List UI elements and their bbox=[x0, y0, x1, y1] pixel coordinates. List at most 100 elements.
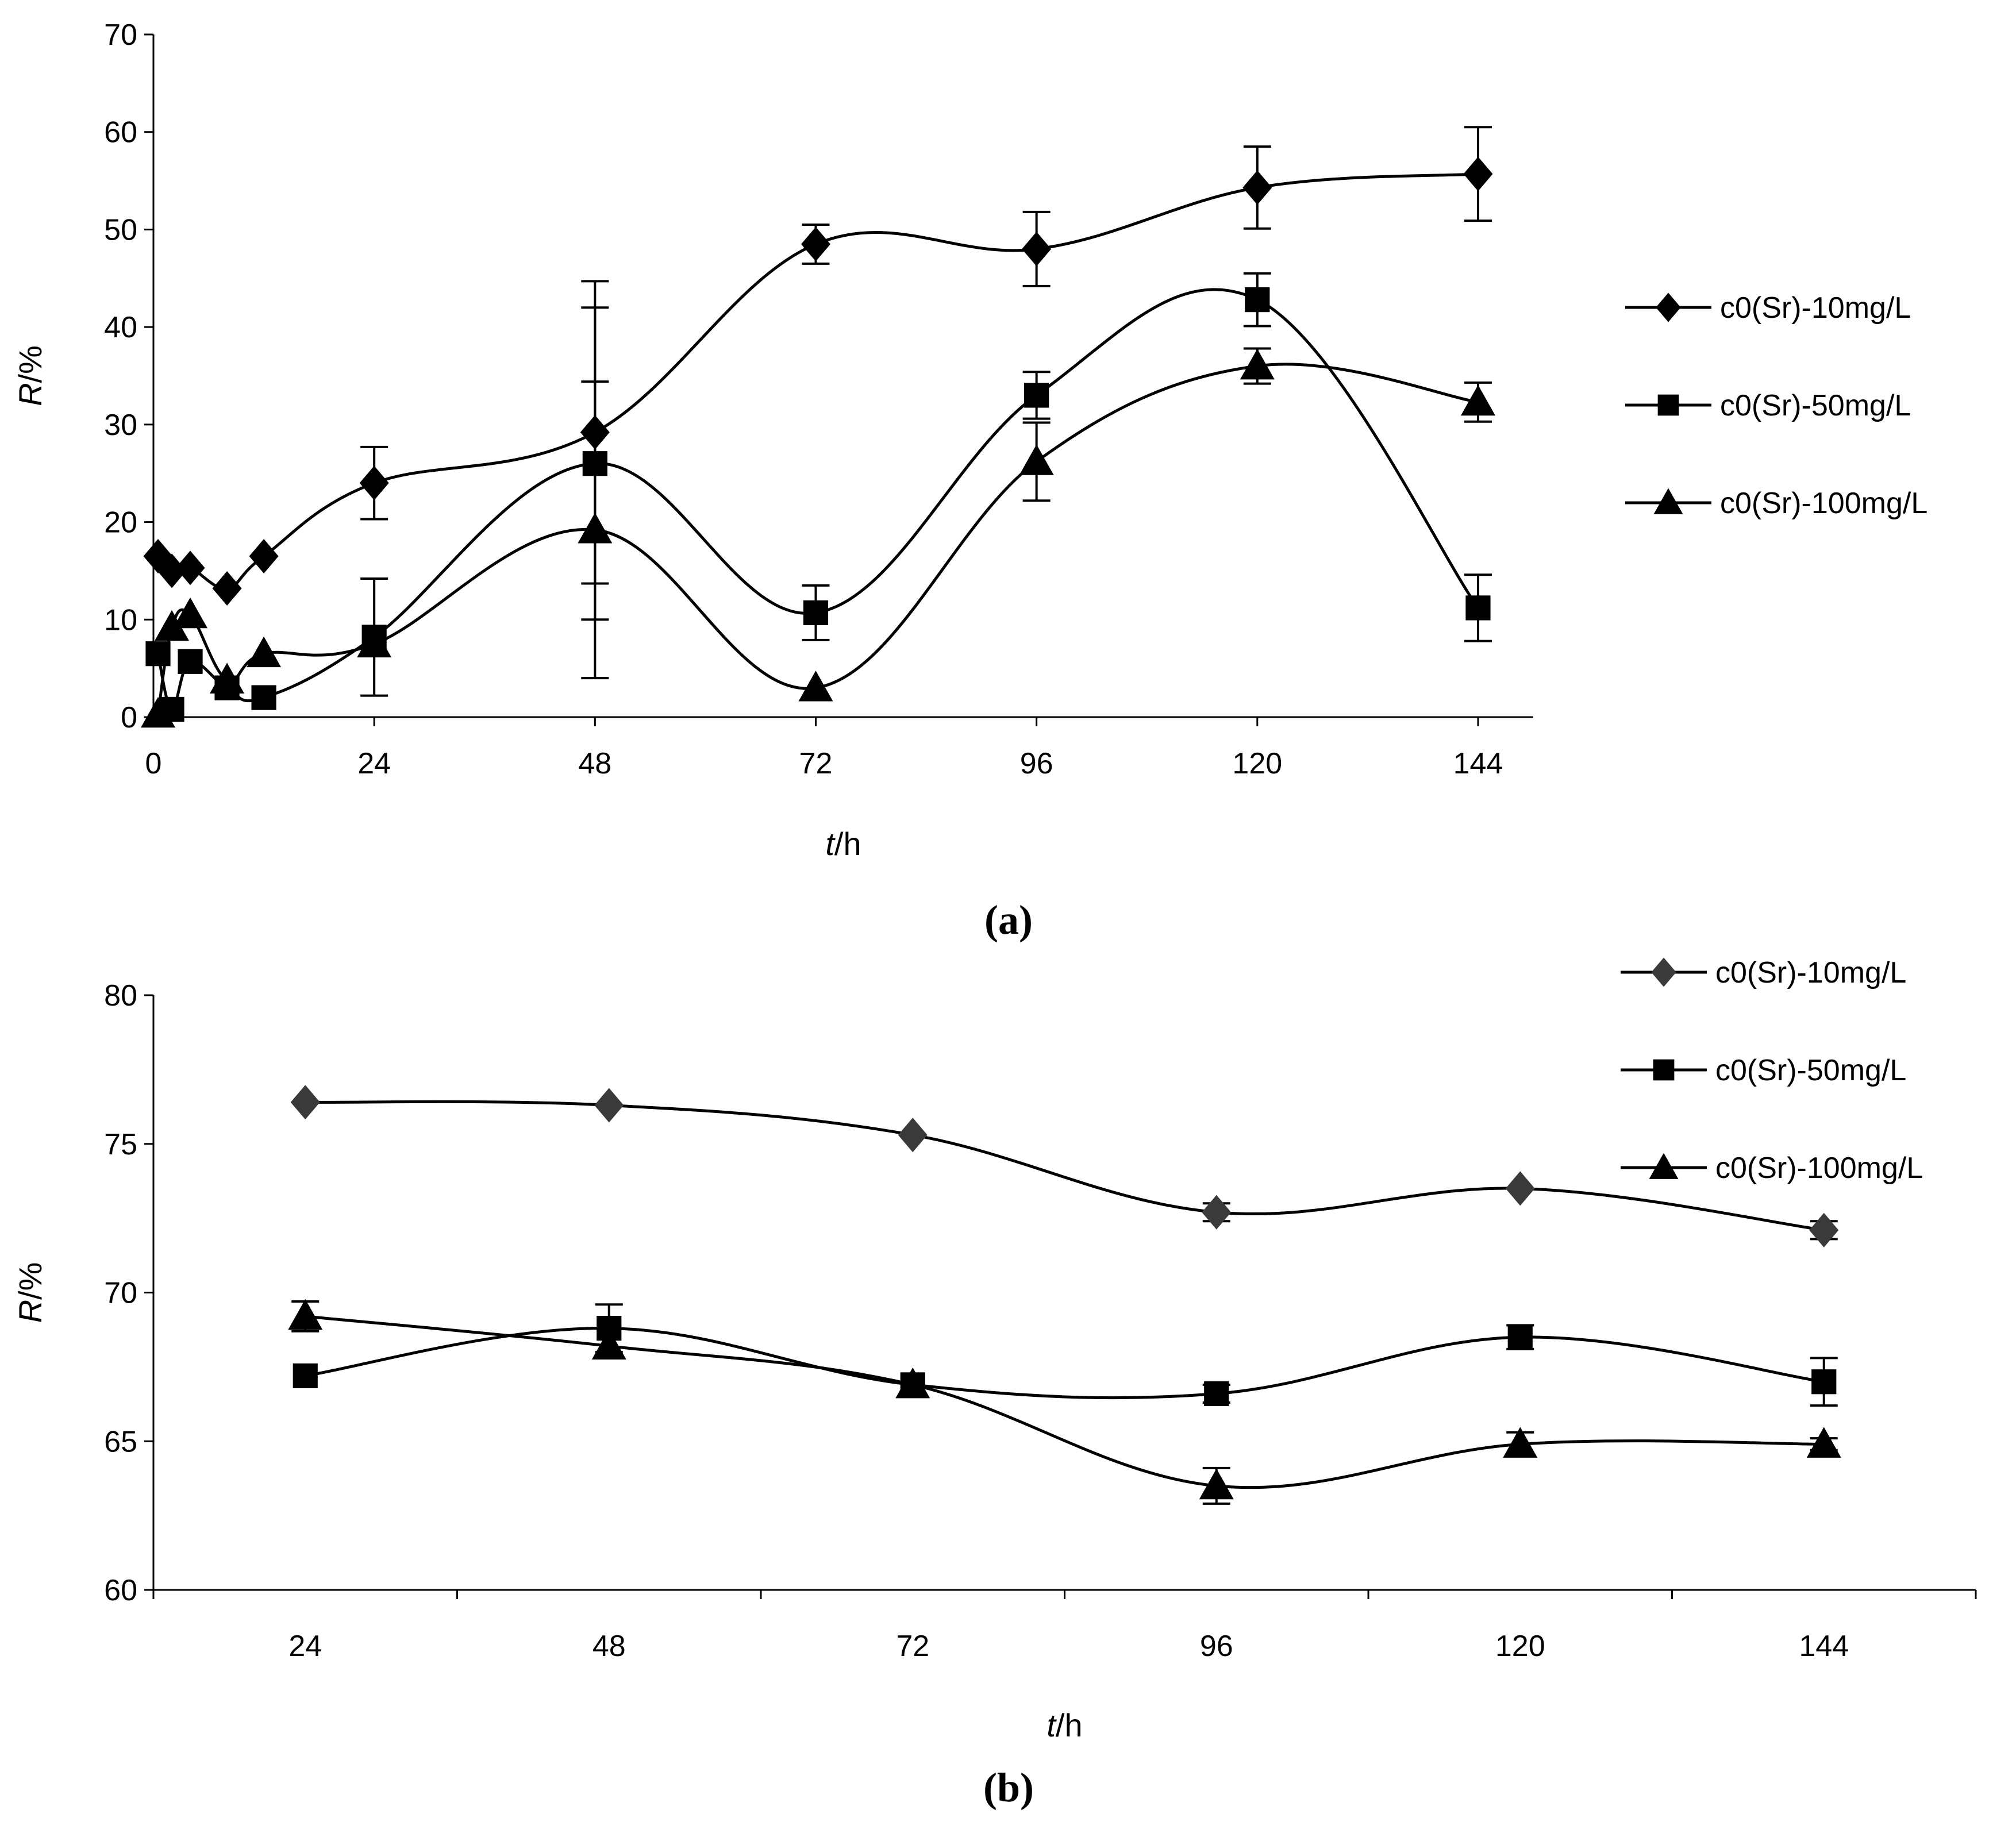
x-tick-label: 48 bbox=[593, 1630, 626, 1663]
y-tick-label: 60 bbox=[104, 1574, 137, 1607]
data-point bbox=[895, 1367, 930, 1399]
data-point bbox=[212, 571, 242, 606]
data-point bbox=[1024, 383, 1049, 408]
data-point bbox=[175, 550, 205, 586]
data-point bbox=[141, 696, 176, 728]
y-axis-label: R/% bbox=[12, 1262, 48, 1323]
legend-entry: c0(Sr)-50mg/L bbox=[1715, 1054, 1906, 1087]
y-tick-label: 80 bbox=[104, 979, 137, 1012]
series-square bbox=[145, 272, 1492, 722]
data-point bbox=[1460, 384, 1495, 416]
y-tick-label: 20 bbox=[104, 506, 137, 540]
series-triangle bbox=[288, 1299, 1841, 1505]
x-axis-label: t/h bbox=[1047, 1707, 1082, 1743]
data-point bbox=[251, 685, 276, 710]
y-tick-label: 30 bbox=[104, 409, 137, 442]
y-tick-label: 50 bbox=[104, 213, 137, 247]
data-point bbox=[1809, 1212, 1839, 1247]
series-diamond bbox=[143, 126, 1493, 606]
data-point bbox=[1240, 349, 1275, 380]
y-tick-label: 70 bbox=[104, 18, 137, 52]
x-tick-label: 72 bbox=[896, 1630, 929, 1663]
series-triangle bbox=[141, 347, 1495, 728]
y-tick-label: 75 bbox=[104, 1128, 137, 1161]
series-line bbox=[156, 288, 1480, 711]
x-axis-label: t/h bbox=[825, 826, 861, 862]
legend-marker bbox=[1649, 1153, 1679, 1179]
x-tick-label: 96 bbox=[1200, 1630, 1233, 1663]
data-point bbox=[1022, 232, 1052, 267]
data-point bbox=[1503, 1427, 1538, 1458]
panel-label: (a) bbox=[984, 897, 1033, 943]
y-axis-label: R/% bbox=[12, 345, 48, 406]
y-tick-label: 65 bbox=[104, 1425, 137, 1458]
y-tick-label: 60 bbox=[104, 116, 137, 149]
x-tick-label: 24 bbox=[288, 1630, 322, 1663]
data-point bbox=[801, 226, 830, 261]
data-point bbox=[178, 649, 203, 674]
x-tick-label: 120 bbox=[1495, 1630, 1545, 1663]
series-line bbox=[156, 363, 1479, 715]
y-tick-label: 40 bbox=[104, 311, 137, 344]
data-point bbox=[578, 513, 613, 544]
data-point bbox=[1242, 170, 1272, 205]
data-point bbox=[210, 663, 245, 694]
legend-marker bbox=[1651, 957, 1676, 987]
data-point bbox=[357, 626, 392, 658]
data-point bbox=[1507, 1324, 1533, 1350]
data-point bbox=[1019, 444, 1054, 475]
x-tick-label: 120 bbox=[1232, 747, 1282, 780]
data-point bbox=[1199, 1468, 1234, 1500]
data-point bbox=[591, 1328, 626, 1360]
data-point bbox=[293, 1363, 318, 1388]
panel-a: 0 10 20 30 40 50 60 70 0 24 48 72 96 120 144 t/h R/% c0(S… bbox=[12, 18, 1927, 943]
data-point bbox=[247, 636, 282, 668]
y-tick-label: 0 bbox=[121, 701, 137, 734]
legend-entry: c0(Sr)-50mg/L bbox=[1720, 389, 1911, 422]
series-line bbox=[305, 1327, 1825, 1400]
data-point bbox=[288, 1299, 323, 1330]
x-tick-label: 96 bbox=[1020, 747, 1053, 780]
legend-entry: c0(Sr)-10mg/L bbox=[1715, 956, 1906, 989]
data-point bbox=[359, 465, 389, 500]
y-tick-label: 70 bbox=[104, 1277, 137, 1310]
x-tick-label: 144 bbox=[1799, 1630, 1849, 1663]
data-point bbox=[155, 610, 190, 641]
data-point bbox=[1245, 287, 1270, 313]
data-point bbox=[594, 1088, 624, 1123]
x-tick-label: 48 bbox=[578, 747, 611, 780]
series-diamond bbox=[290, 1085, 1839, 1247]
legend-marker bbox=[1653, 488, 1683, 514]
data-point bbox=[1806, 1427, 1841, 1458]
data-point bbox=[1202, 1195, 1232, 1230]
series-line bbox=[305, 1100, 1825, 1232]
data-point bbox=[173, 597, 208, 629]
y-tick-label: 10 bbox=[104, 603, 137, 637]
x-tick-label: 144 bbox=[1453, 747, 1503, 780]
panel-label: (b) bbox=[983, 1765, 1034, 1811]
legend-entry: c0(Sr)-100mg/L bbox=[1715, 1152, 1923, 1185]
legend-entry: c0(Sr)-10mg/L bbox=[1720, 291, 1911, 325]
legend-entry: c0(Sr)-100mg/L bbox=[1720, 487, 1927, 520]
data-point bbox=[1505, 1171, 1535, 1206]
data-point bbox=[1465, 595, 1491, 621]
legend-marker bbox=[1656, 292, 1681, 322]
legend-marker bbox=[1653, 1059, 1675, 1081]
data-point bbox=[1463, 156, 1493, 191]
series-line bbox=[305, 1315, 1824, 1489]
data-point bbox=[290, 1085, 320, 1120]
x-tick-label: 72 bbox=[799, 747, 833, 780]
data-point bbox=[898, 1118, 928, 1153]
data-point bbox=[803, 600, 829, 626]
panel-b: 60 65 70 75 80 24 48 72 96 120 144 t/h R/% c0(Sr)-10m… bbox=[12, 956, 1977, 1811]
data-point bbox=[1204, 1381, 1229, 1407]
data-point bbox=[1811, 1369, 1837, 1395]
data-point bbox=[249, 538, 279, 573]
series-square bbox=[293, 1303, 1838, 1407]
x-tick-label: 24 bbox=[357, 747, 391, 780]
x-tick-label: 0 bbox=[145, 747, 162, 780]
data-point bbox=[798, 671, 833, 702]
data-point bbox=[157, 553, 187, 588]
legend-marker bbox=[1657, 394, 1679, 416]
